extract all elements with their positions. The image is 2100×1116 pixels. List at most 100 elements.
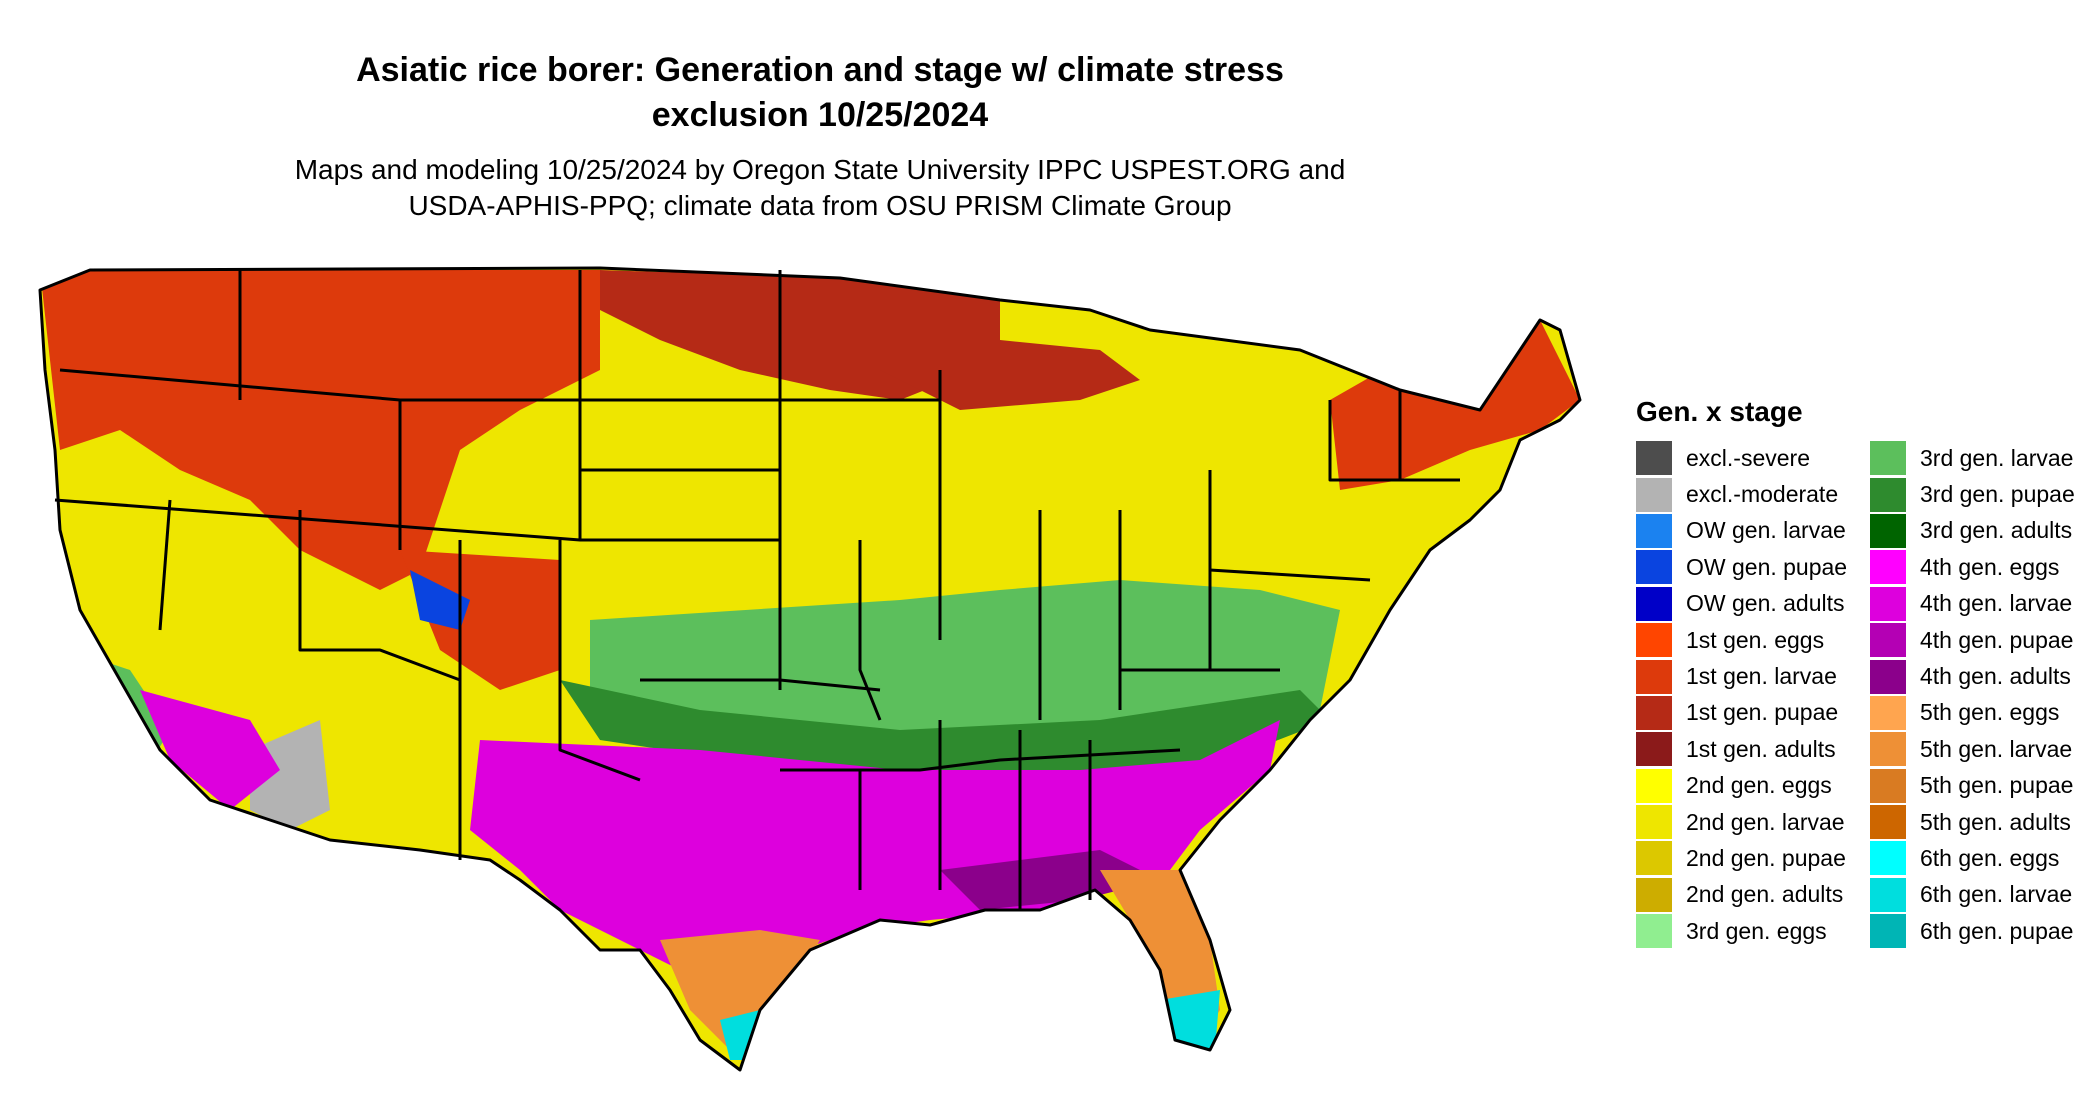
legend-label: 1st gen. adults bbox=[1686, 735, 1836, 762]
region-southwest-4th-gen bbox=[140, 690, 280, 810]
legend-swatch bbox=[1870, 914, 1906, 949]
legend-item: excl.-moderate bbox=[1636, 476, 1870, 512]
legend-label: 5th gen. pupae bbox=[1920, 772, 2074, 799]
legend-item: 3rd gen. eggs bbox=[1636, 913, 1870, 949]
legend-label: 2nd gen. eggs bbox=[1686, 772, 1832, 799]
legend-item: OW gen. pupae bbox=[1636, 549, 1870, 585]
legend-item: 6th gen. pupae bbox=[1870, 913, 2086, 949]
legend-label: 4th gen. pupae bbox=[1920, 626, 2074, 653]
legend-swatch bbox=[1870, 477, 1906, 512]
legend-swatch bbox=[1636, 768, 1672, 803]
legend-item: 4th gen. eggs bbox=[1870, 549, 2086, 585]
legend-label: 2nd gen. pupae bbox=[1686, 844, 1846, 871]
legend-swatch bbox=[1870, 513, 1906, 548]
legend-label: 1st gen. pupae bbox=[1686, 699, 1839, 726]
legend-swatch bbox=[1636, 659, 1672, 694]
legend-swatch bbox=[1636, 550, 1672, 585]
legend-label: 6th gen. larvae bbox=[1920, 881, 2073, 908]
state-line-24 bbox=[1209, 568, 1371, 582]
us-generation-stage-map bbox=[38, 266, 1582, 1072]
legend-item: 4th gen. pupae bbox=[1870, 622, 2086, 658]
legend-item: 4th gen. adults bbox=[1870, 658, 2086, 694]
legend-swatch bbox=[1636, 877, 1672, 912]
legend-item: 1st gen. eggs bbox=[1636, 622, 1870, 658]
legend-item: 6th gen. eggs bbox=[1870, 840, 2086, 876]
legend-label: 3rd gen. adults bbox=[1920, 517, 2073, 544]
legend-swatch bbox=[1636, 841, 1672, 876]
legend-item: 2nd gen. pupae bbox=[1636, 840, 1870, 876]
legend-label: OW gen. larvae bbox=[1686, 517, 1846, 544]
legend-label: 2nd gen. larvae bbox=[1686, 808, 1845, 835]
legend-item: 2nd gen. larvae bbox=[1636, 804, 1870, 840]
map-title: Asiatic rice borer: Generation and stage… bbox=[140, 48, 1500, 138]
map-title-line-1: Asiatic rice borer: Generation and stage… bbox=[356, 51, 1284, 89]
region-central-3rd-gen bbox=[590, 580, 1340, 750]
legend-label: 4th gen. adults bbox=[1920, 663, 2071, 690]
region-northwest-1st-gen bbox=[40, 270, 600, 590]
legend-swatch bbox=[1636, 914, 1672, 949]
legend-swatch bbox=[1870, 441, 1906, 476]
legend-swatch bbox=[1636, 805, 1672, 840]
legend-swatch bbox=[1870, 841, 1906, 876]
legend-item: 5th gen. adults bbox=[1870, 804, 2086, 840]
map-subtitle-line-1: Maps and modeling 10/25/2024 by Oregon S… bbox=[294, 154, 1346, 185]
legend-swatch bbox=[1870, 805, 1906, 840]
legend-item: 5th gen. eggs bbox=[1870, 695, 2086, 731]
legend-item: 3rd gen. adults bbox=[1870, 513, 2086, 549]
stage-color-regions bbox=[40, 268, 1580, 1070]
state-line-13 bbox=[640, 678, 881, 692]
region-south-4th-gen bbox=[470, 720, 1280, 970]
legend-item: OW gen. adults bbox=[1636, 586, 1870, 622]
legend-label: OW gen. pupae bbox=[1686, 553, 1848, 580]
legend-swatch bbox=[1870, 732, 1906, 767]
legend-swatch bbox=[1870, 768, 1906, 803]
legend-label: 4th gen. eggs bbox=[1920, 553, 2060, 580]
legend-swatch bbox=[1870, 550, 1906, 585]
region-mountain-ow bbox=[410, 570, 470, 630]
state-line-10 bbox=[558, 540, 641, 782]
legend-swatch bbox=[1636, 477, 1672, 512]
state-line-25 bbox=[1328, 400, 1460, 482]
legend-item: 2nd gen. adults bbox=[1636, 877, 1870, 913]
legend-label: 3rd gen. pupae bbox=[1920, 481, 2075, 508]
legend-item: 4th gen. larvae bbox=[1870, 586, 2086, 622]
state-boundaries bbox=[38, 266, 1582, 1072]
legend-label: 6th gen. eggs bbox=[1920, 844, 2060, 871]
legend-label: 3rd gen. eggs bbox=[1686, 917, 1827, 944]
legend-item: OW gen. larvae bbox=[1636, 513, 1870, 549]
region-gulf-4th-gen-adults bbox=[940, 850, 1160, 910]
legend-swatch bbox=[1636, 732, 1672, 767]
state-line-6 bbox=[54, 498, 780, 542]
legend-swatch bbox=[1870, 623, 1906, 658]
legend-item: 6th gen. larvae bbox=[1870, 877, 2086, 913]
map-subtitle: Maps and modeling 10/25/2024 by Oregon S… bbox=[140, 152, 1500, 224]
legend-item: 5th gen. larvae bbox=[1870, 731, 2086, 767]
legend-item: excl.-severe bbox=[1636, 440, 1870, 476]
legend-label: 4th gen. larvae bbox=[1920, 590, 2073, 617]
legend-swatch bbox=[1636, 513, 1672, 548]
us-outline bbox=[38, 266, 1582, 1072]
legend-swatch bbox=[1870, 695, 1906, 730]
legend-swatch bbox=[1870, 659, 1906, 694]
legend-label: 1st gen. eggs bbox=[1686, 626, 1825, 653]
region-florida-6th-gen bbox=[1160, 990, 1220, 1050]
state-line-8 bbox=[298, 510, 461, 682]
legend-label: 5th gen. adults bbox=[1920, 808, 2071, 835]
region-texas-coast-5th-gen bbox=[660, 930, 820, 1050]
legend-swatch bbox=[1636, 586, 1672, 621]
legend-item: 3rd gen. larvae bbox=[1870, 440, 2086, 476]
region-southwest-excl bbox=[250, 720, 330, 830]
legend-label: 2nd gen. adults bbox=[1686, 881, 1844, 908]
legend-label: 6th gen. pupae bbox=[1920, 917, 2074, 944]
legend-swatch bbox=[1636, 695, 1672, 730]
legend-title: Gen. x stage bbox=[1636, 396, 1803, 427]
legend-swatch bbox=[1870, 877, 1906, 912]
legend-label: OW gen. adults bbox=[1686, 590, 1845, 617]
map-subtitle-line-2: USDA-APHIS-PPQ; climate data from OSU PR… bbox=[408, 190, 1232, 221]
state-line-5 bbox=[59, 368, 580, 402]
legend-swatch bbox=[1870, 586, 1906, 621]
legend-item: 1st gen. pupae bbox=[1636, 695, 1870, 731]
legend-label: 5th gen. larvae bbox=[1920, 735, 2073, 762]
legend-item: 1st gen. larvae bbox=[1636, 658, 1870, 694]
state-line-7 bbox=[158, 499, 172, 631]
